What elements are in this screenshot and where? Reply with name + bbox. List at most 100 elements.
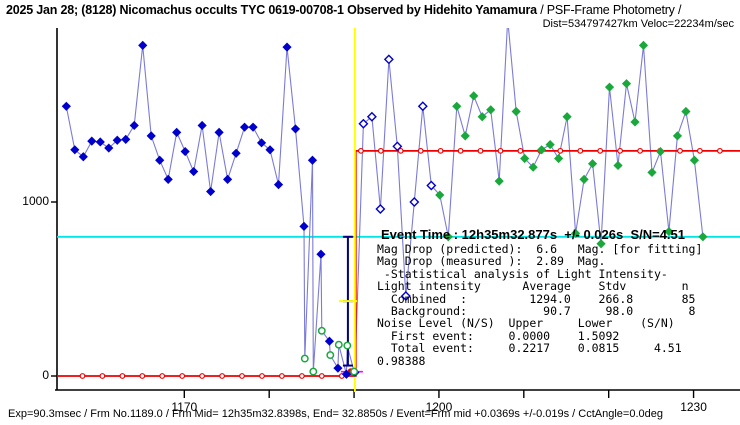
- data-point-filled: [172, 127, 182, 137]
- data-point-filled: [163, 174, 173, 184]
- data-point-filled: [528, 162, 538, 172]
- data-point-hollow: [392, 141, 403, 152]
- red-model-marker: [457, 147, 464, 154]
- statistics-text: Mag Drop (predicted): 6.6 Mag. [for fitt…: [377, 242, 703, 368]
- red-model-marker: [697, 147, 703, 154]
- data-point-filled: [545, 139, 555, 150]
- data-point-filled: [664, 226, 674, 237]
- red-model-marker: [279, 373, 285, 379]
- data-point-filled: [435, 190, 445, 200]
- data-point-floor: [343, 341, 352, 350]
- data-point-filled: [112, 135, 122, 145]
- data-point-filled: [256, 138, 267, 148]
- data-point-filled: [469, 91, 479, 101]
- red-model-marker: [497, 147, 504, 154]
- red-model-marker: [637, 147, 643, 154]
- data-point-filled: [265, 145, 275, 155]
- data-point-filled: [570, 228, 581, 238]
- data-point-filled: [189, 166, 199, 177]
- y-tick-label-0: 0: [42, 368, 49, 382]
- red-model-marker: [79, 373, 86, 379]
- data-point-filled: [231, 148, 241, 158]
- data-point-filled: [206, 186, 216, 197]
- red-model-marker: [377, 147, 384, 154]
- red-model-marker: [318, 373, 325, 379]
- data-point-filled: [587, 159, 598, 169]
- data-point-filled: [486, 105, 496, 115]
- data-point-filled: [273, 180, 284, 190]
- data-point-filled: [647, 167, 657, 178]
- data-point-filled: [146, 131, 156, 141]
- data-point-hollow: [366, 111, 377, 122]
- data-point-filled: [78, 152, 88, 162]
- red-model-marker: [358, 147, 364, 154]
- data-point-filled: [621, 79, 632, 89]
- header-distance-velocity: Dist=534797427km Veloc=22234m/sec: [542, 18, 734, 30]
- data-point-filled: [214, 127, 224, 137]
- red-model-marker: [477, 147, 484, 154]
- data-point-filled: [95, 137, 105, 147]
- data-point-floor: [350, 367, 359, 376]
- data-point-filled: [341, 369, 352, 379]
- red-model-marker: [597, 147, 604, 154]
- data-point-hollow: [358, 118, 369, 129]
- x-tick-label-1170: 1170: [171, 400, 198, 414]
- data-point-floor: [326, 351, 335, 360]
- red-model-marker: [159, 373, 166, 379]
- data-point-filled: [630, 117, 640, 127]
- header-title-rest: / PSF-Frame Photometry /: [536, 3, 682, 17]
- data-point-filled: [223, 174, 233, 184]
- data-point-filled: [70, 145, 80, 155]
- data-point-filled: [452, 101, 462, 111]
- data-point-filled: [537, 145, 547, 155]
- data-point-filled: [61, 101, 71, 111]
- data-point-filled: [324, 336, 335, 346]
- data-point-hollow: [383, 54, 394, 65]
- data-point-filled: [316, 249, 326, 259]
- data-point-filled: [155, 155, 165, 165]
- light-curve-plot[interactable]: 1000 0 1170 1200 1230: [0, 28, 740, 414]
- red-model-marker: [99, 373, 106, 379]
- data-point-floor: [317, 326, 326, 335]
- data-point-filled: [180, 146, 190, 157]
- data-point-filled: [248, 122, 258, 132]
- data-point-filled: [672, 131, 683, 141]
- data-point-filled: [290, 124, 301, 134]
- data-point-filled: [299, 221, 309, 231]
- data-point-filled: [579, 174, 589, 184]
- data-point-filled: [638, 40, 649, 50]
- data-point-filled: [655, 146, 666, 157]
- data-point-filled: [333, 363, 343, 373]
- chart-svg: [51, 28, 740, 398]
- red-model-marker: [119, 373, 126, 379]
- red-model-marker: [179, 373, 186, 379]
- data-point-filled: [511, 106, 521, 117]
- data-point-filled: [477, 112, 487, 122]
- statistics-overlay: Mag Drop (predicted): 6.6 Mag. [for fitt…: [377, 243, 737, 367]
- header-title-bold: 2025 Jan 28; (8128) Nicomachus occults T…: [6, 3, 537, 17]
- data-point-filled: [282, 42, 292, 52]
- data-point-filled: [460, 131, 470, 141]
- red-model-marker: [677, 147, 683, 154]
- red-model-marker: [577, 147, 584, 154]
- data-point-hollow: [400, 290, 411, 301]
- data-point-filled: [443, 232, 453, 242]
- red-model-marker: [557, 147, 564, 154]
- data-point-filled: [681, 106, 691, 117]
- data-point-hollow: [417, 101, 428, 112]
- red-model-marker: [139, 373, 146, 379]
- x-tick-label-1200: 1200: [425, 400, 453, 414]
- data-point-hollow: [426, 180, 437, 191]
- data-point-floor: [309, 367, 318, 376]
- data-point-filled: [554, 153, 564, 164]
- data-point-filled: [613, 160, 623, 171]
- data-point-floor: [300, 354, 309, 363]
- red-model-marker: [259, 373, 265, 379]
- red-model-marker: [299, 373, 305, 379]
- data-point-filled: [698, 232, 708, 242]
- data-point-floor: [334, 340, 343, 349]
- header-title-line: 2025 Jan 28; (8128) Nicomachus occults T…: [6, 3, 681, 17]
- red-model-marker: [617, 147, 623, 154]
- data-point-filled: [129, 120, 139, 131]
